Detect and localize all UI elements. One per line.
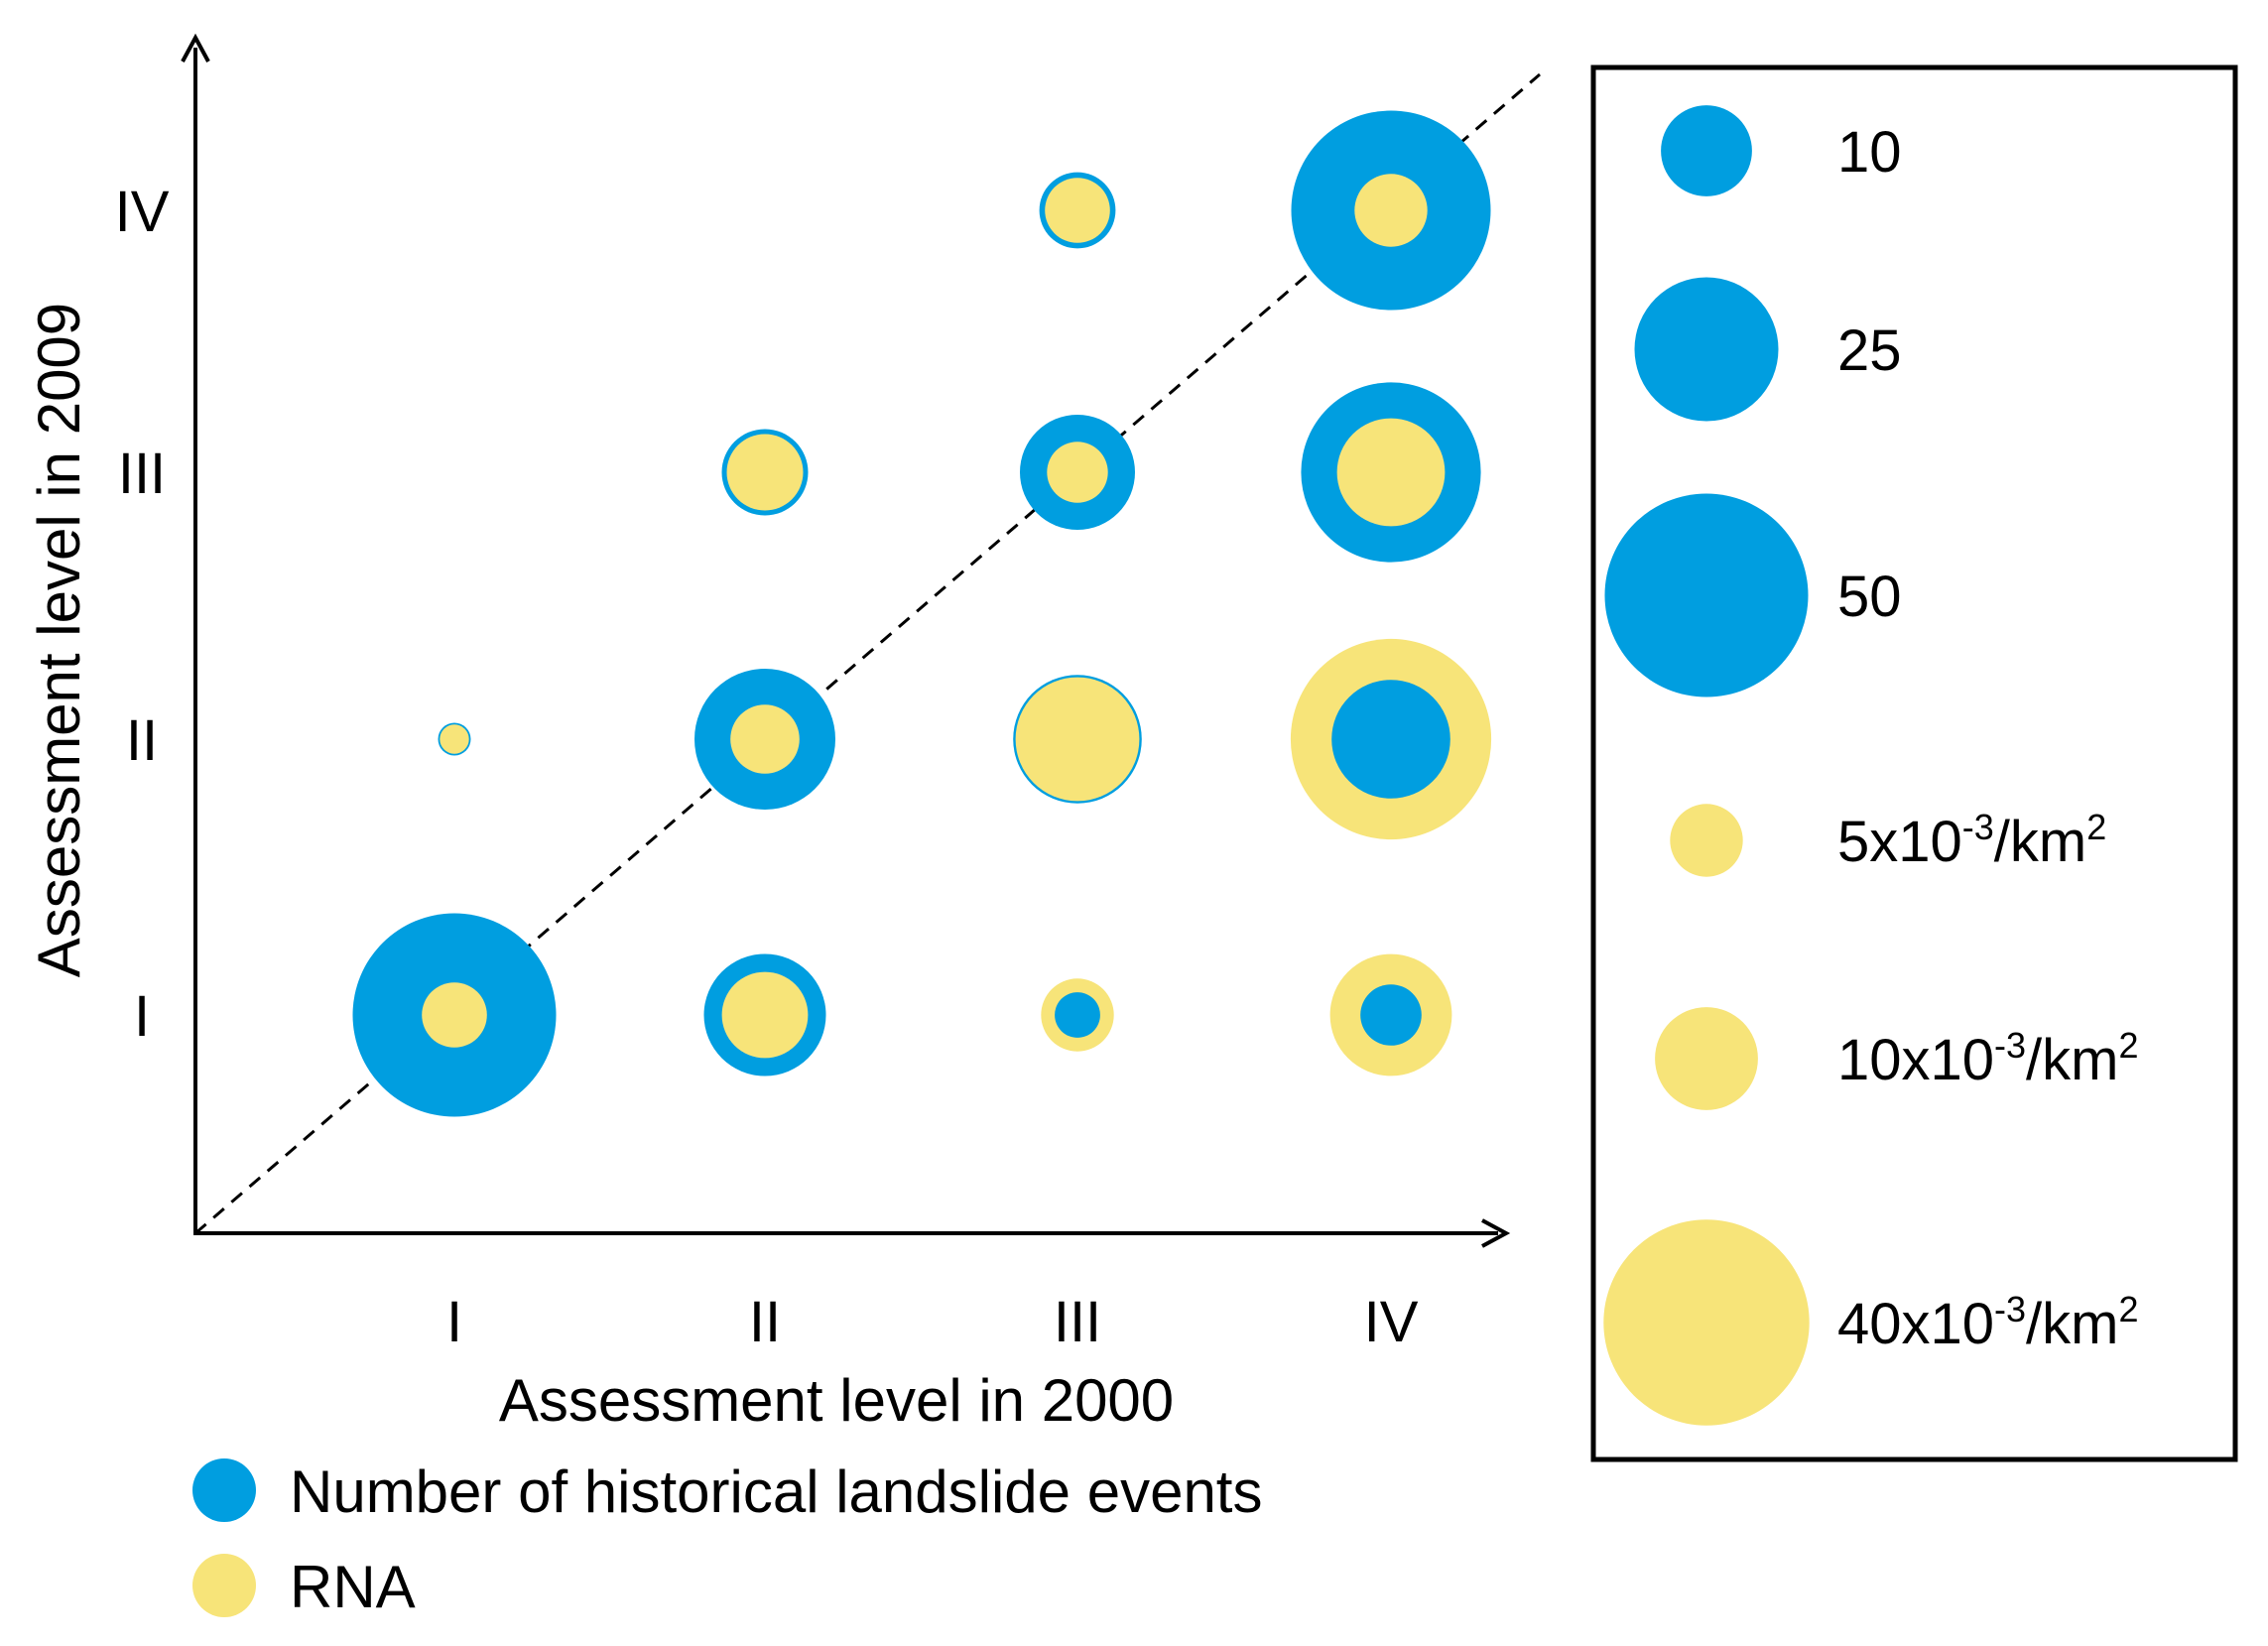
size-legend-rna-5 <box>1670 804 1743 877</box>
x-axis-arrowhead <box>1481 1218 1511 1248</box>
bubble-rna-I-II <box>440 724 469 754</box>
size-legend-frame <box>1590 64 2238 1462</box>
x-tick-label-III: III <box>1054 1290 1101 1354</box>
y-tick-label-I: I <box>134 984 150 1049</box>
bubble-events-IV-II <box>1331 680 1450 799</box>
series-legend: Number of historical landslide events RN… <box>192 1458 1262 1620</box>
bubble-cell-I-II <box>438 722 471 756</box>
series-legend-swatch-rna <box>192 1554 256 1617</box>
series-legend-label-events: Number of historical landslide events <box>290 1458 1262 1525</box>
bubble-events-III-I <box>1055 992 1100 1038</box>
bubble-cell-IV-IV <box>1291 110 1491 311</box>
size-legend: 10 25 50 5x10-3/km2 10x10-3/km2 40x10-3/km2 <box>1590 64 2238 1462</box>
size-legend-rna-10 <box>1655 1007 1758 1110</box>
series-legend-label-rna: RNA <box>290 1554 416 1620</box>
y-tick-label-III: III <box>118 442 166 506</box>
y-axis-title: Assessment level in 2009 <box>26 303 92 977</box>
size-legend-label-rna-10: 10x10-3/km2 <box>1837 1025 2139 1092</box>
bubble-events-IV-I <box>1360 984 1422 1046</box>
bubble-rna-III-IV <box>1045 178 1110 243</box>
size-legend-events-25 <box>1634 277 1779 422</box>
bubble-cell-II-I <box>703 953 826 1076</box>
bubble-cell-II-III <box>721 429 809 516</box>
size-legend-events-50 <box>1604 493 1809 697</box>
bubble-cell-III-III <box>1020 415 1135 530</box>
y-tick-label-IV: IV <box>115 180 170 244</box>
x-tick-label-I: I <box>446 1290 462 1354</box>
size-legend-label-rna-40: 40x10-3/km2 <box>1837 1289 2139 1356</box>
size-legend-items: 10 25 50 5x10-3/km2 10x10-3/km2 40x10-3/km2 <box>1603 105 2139 1426</box>
bubble-cell-III-II <box>1013 675 1142 804</box>
bubble-rna-II-II <box>730 704 800 774</box>
x-tick-label-IV: IV <box>1364 1290 1419 1354</box>
bubble-cell-IV-III <box>1301 382 1481 563</box>
size-legend-rna-40 <box>1603 1219 1810 1426</box>
size-legend-label-events-25: 25 <box>1837 318 1902 383</box>
y-axis-arrowhead <box>181 33 210 63</box>
series-legend-swatch-events <box>192 1458 256 1522</box>
bubble-cell-IV-I <box>1329 953 1452 1076</box>
x-tick-labels: I II III IV <box>446 1290 1419 1354</box>
size-legend-events-10 <box>1661 105 1752 196</box>
bubble-rna-IV-IV <box>1354 174 1428 247</box>
y-tick-label-II: II <box>126 708 158 773</box>
x-tick-label-II: II <box>749 1290 781 1354</box>
bubble-rna-II-III <box>726 434 804 511</box>
size-legend-label-events-50: 50 <box>1837 565 1902 629</box>
bubble-cell-IV-II <box>1290 638 1492 840</box>
bubbles <box>352 110 1492 1117</box>
bubble-rna-II-I <box>721 971 809 1059</box>
bubble-rna-III-II <box>1015 677 1140 802</box>
bubble-rna-I-I <box>422 982 487 1048</box>
bubble-cell-I-I <box>352 913 557 1117</box>
bubble-cell-III-I <box>1041 978 1114 1052</box>
bubble-rna-IV-III <box>1336 418 1446 527</box>
x-axis-title: Assessment level in 2000 <box>499 1367 1174 1434</box>
bubble-cell-II-II <box>694 669 835 810</box>
bubble-rna-III-III <box>1047 442 1108 503</box>
bubble-cell-III-IV <box>1039 172 1116 249</box>
size-legend-label-events-10: 10 <box>1837 120 1902 185</box>
size-legend-label-rna-5: 5x10-3/km2 <box>1837 807 2106 874</box>
